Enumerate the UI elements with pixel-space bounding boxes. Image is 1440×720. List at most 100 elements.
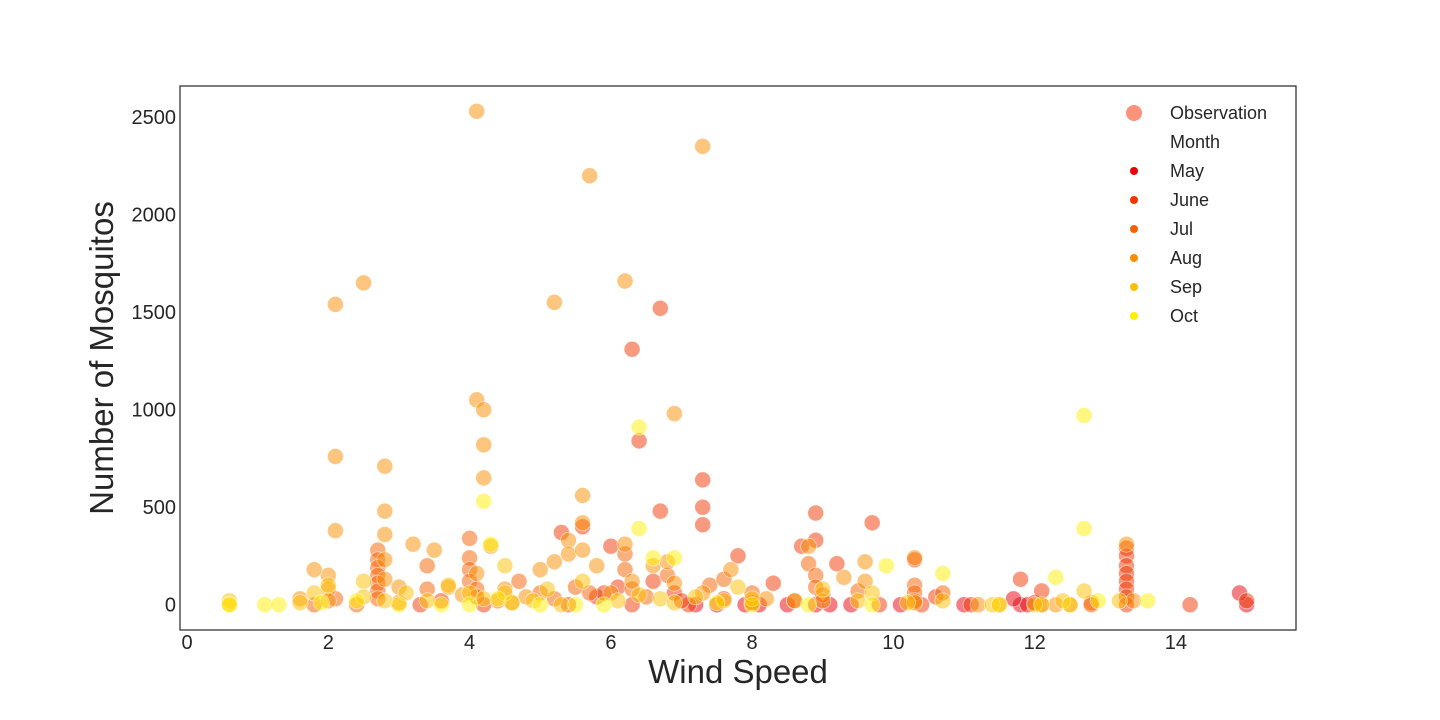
legend-marker-sep xyxy=(1130,283,1138,291)
data-point-oct xyxy=(863,596,881,614)
data-point-june xyxy=(623,340,641,358)
data-point-aug xyxy=(326,522,344,539)
data-point-aug xyxy=(574,514,591,532)
plot-frame xyxy=(179,85,1297,631)
data-point-aug xyxy=(800,537,817,555)
data-point-sep xyxy=(814,580,832,598)
data-point-aug xyxy=(475,469,493,487)
data-point-sep xyxy=(574,572,591,590)
data-point-oct xyxy=(220,596,238,614)
x-tick-label: 8 xyxy=(747,632,758,654)
data-point-june xyxy=(694,471,712,489)
data-point-june xyxy=(1181,596,1199,614)
x-tick-label: 6 xyxy=(605,632,616,654)
y-tick-label: 1500 xyxy=(132,302,177,324)
data-point-aug xyxy=(376,502,394,520)
data-point-aug xyxy=(757,590,775,608)
y-tick-label: 2500 xyxy=(132,107,177,129)
data-point-may xyxy=(1005,590,1022,608)
data-point-aug xyxy=(376,551,394,569)
data-point-oct xyxy=(461,596,479,614)
data-point-aug xyxy=(355,274,373,292)
data-point-oct xyxy=(432,596,450,614)
data-point-aug xyxy=(376,526,394,543)
data-point-oct xyxy=(630,418,648,436)
legend-label-aug: Aug xyxy=(1170,248,1202,268)
x-tick-label: 4 xyxy=(464,632,475,654)
data-point-aug xyxy=(694,137,712,155)
data-point-oct xyxy=(1089,592,1107,610)
legend-marker-may xyxy=(1130,167,1138,175)
legend: Observation Month May June Jul Aug Sep Oct xyxy=(1126,103,1267,326)
x-tick-label: 10 xyxy=(882,632,904,654)
data-point-aug xyxy=(560,545,577,563)
data-point-sep xyxy=(496,557,514,575)
data-point-oct xyxy=(934,565,952,582)
data-point-oct xyxy=(531,596,549,614)
data-point-june xyxy=(694,498,712,516)
data-point-sep xyxy=(1075,582,1093,600)
data-point-june xyxy=(729,547,747,565)
legend-label-oct: Oct xyxy=(1170,306,1198,326)
data-point-oct xyxy=(270,596,288,614)
data-point-aug xyxy=(856,553,874,571)
data-point-sep xyxy=(319,576,337,594)
y-tick-label: 500 xyxy=(143,497,176,519)
data-point-aug xyxy=(666,574,683,592)
x-tick-label: 14 xyxy=(1165,632,1187,654)
data-point-oct xyxy=(666,549,683,567)
data-point-june xyxy=(828,555,846,573)
data-point-june xyxy=(651,299,669,317)
data-point-aug xyxy=(376,457,394,475)
data-point-oct xyxy=(1139,592,1157,610)
data-point-aug xyxy=(326,448,344,465)
data-point-oct xyxy=(630,520,648,537)
data-point-aug xyxy=(588,557,606,575)
data-point-oct xyxy=(990,596,1008,614)
data-point-sep xyxy=(553,596,570,614)
legend-title: Month xyxy=(1170,132,1220,152)
y-tick-label: 2000 xyxy=(132,205,177,227)
data-point-oct xyxy=(708,594,726,612)
legend-observation-label: Observation xyxy=(1170,103,1267,123)
legend-label-sep: Sep xyxy=(1170,277,1202,297)
data-point-june xyxy=(863,514,881,532)
data-point-june xyxy=(644,572,662,590)
data-point-aug xyxy=(546,293,563,311)
data-point-sep xyxy=(475,590,493,608)
data-point-aug xyxy=(531,561,549,578)
data-point-sep xyxy=(418,592,436,610)
data-point-oct xyxy=(1061,596,1079,614)
y-tick-label: 0 xyxy=(165,595,176,617)
data-point-sep xyxy=(899,594,916,612)
data-point-sep xyxy=(355,572,373,590)
legend-marker-june xyxy=(1130,196,1138,204)
x-axis-label: Wind Speed xyxy=(648,653,828,690)
data-point-sep xyxy=(729,578,747,596)
data-point-aug xyxy=(623,572,641,590)
data-point-jul xyxy=(461,530,479,547)
data-point-june xyxy=(694,516,712,534)
data-point-oct xyxy=(312,594,330,612)
data-point-oct xyxy=(256,596,274,614)
x-axis-ticks: 0 2 4 6 8 10 12 14 xyxy=(182,632,1187,654)
data-point-aug xyxy=(475,436,493,454)
data-point-jul xyxy=(418,557,436,575)
data-point-aug xyxy=(574,541,591,559)
x-tick-label: 0 xyxy=(182,632,193,654)
data-point-aug xyxy=(1125,592,1142,610)
legend-label-jul: Jul xyxy=(1170,219,1193,239)
data-point-sep xyxy=(1111,592,1128,610)
data-point-jul xyxy=(510,572,528,590)
data-point-aug xyxy=(376,570,394,588)
data-point-sep xyxy=(291,594,309,612)
data-point-aug xyxy=(468,565,486,582)
data-point-sep xyxy=(666,594,683,612)
data-point-sep xyxy=(786,592,803,610)
y-tick-label: 1000 xyxy=(132,400,177,422)
data-point-aug xyxy=(835,569,853,586)
data-point-aug xyxy=(616,535,634,553)
data-point-oct xyxy=(800,596,817,614)
data-point-june xyxy=(807,504,825,522)
data-point-june xyxy=(1238,592,1255,610)
